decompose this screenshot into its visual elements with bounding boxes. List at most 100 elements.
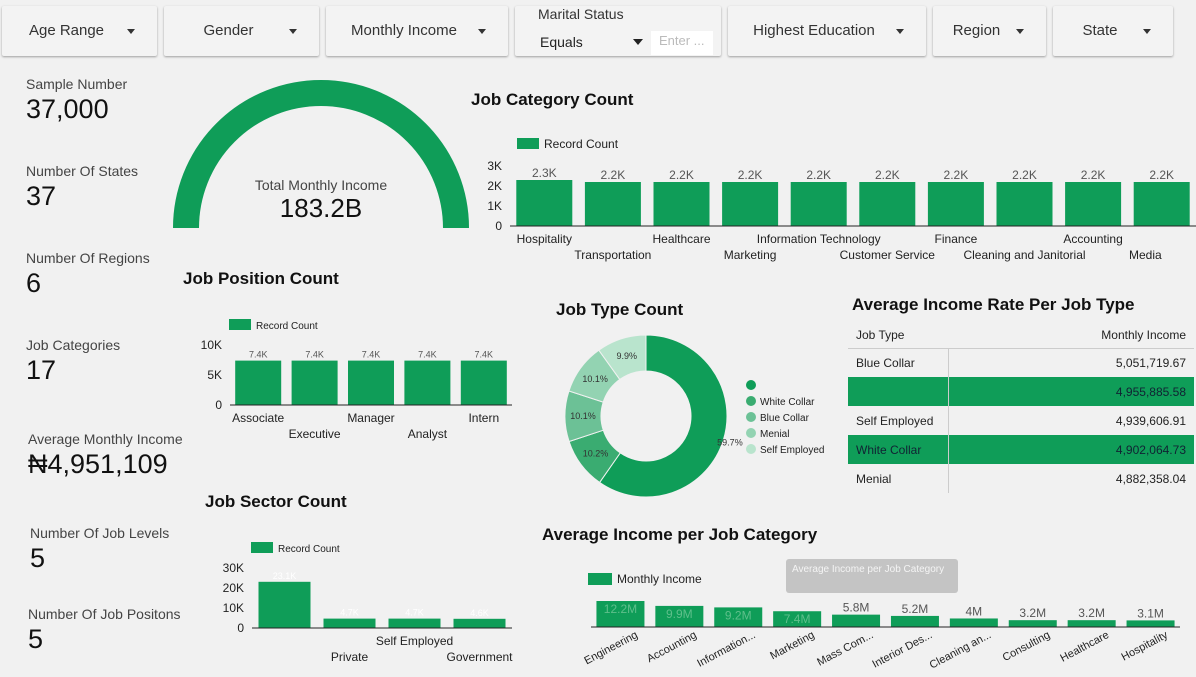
filter-monthly-income[interactable]: Monthly Income — [326, 6, 508, 56]
y-tick-label: 3K — [487, 159, 502, 173]
legend-label: Blue Collar — [760, 413, 810, 424]
kpi-label: Number Of States — [26, 163, 139, 179]
legend-label: Record Count — [544, 137, 619, 151]
kpi-number-of-regions: Number Of Regions 6 — [26, 250, 150, 299]
bar-value-label: 23.1K — [273, 571, 297, 581]
filter-state[interactable]: State — [1053, 6, 1173, 56]
x-tick-label: Private — [331, 650, 369, 664]
legend-label: Record Count — [256, 321, 318, 332]
legend-label: Monthly Income — [617, 572, 702, 586]
legend-label: White Collar — [760, 397, 815, 408]
bar — [235, 360, 282, 405]
filter-age-range[interactable]: Age Range — [2, 6, 157, 56]
x-tick-label: Transportation — [574, 248, 651, 262]
bar — [404, 360, 451, 405]
marital-operator-select[interactable]: Equals — [540, 34, 583, 50]
filter-label: Age Range — [28, 22, 105, 39]
bar-value-label: 4.7K — [405, 608, 424, 618]
y-tick-label: 30K — [223, 561, 244, 575]
total-income-gauge — [173, 80, 469, 229]
bar — [1133, 182, 1190, 226]
cell-job-type: Menial — [848, 464, 949, 493]
filter-highest-education[interactable]: Highest Education — [728, 6, 926, 56]
kpi-label: Number Of Job Positons — [28, 606, 181, 622]
table-row[interactable]: Self Employed 4,939,606.91 — [848, 406, 1194, 435]
filter-label: Highest Education — [753, 22, 875, 39]
filter-label: Monthly Income — [351, 22, 457, 39]
x-tick-label: Government — [446, 650, 513, 664]
kpi-number-of-job-levels: Number Of Job Levels 5 — [30, 525, 169, 574]
gauge-label: Total Monthly Income — [254, 177, 388, 193]
avg-income-category-title: Average Income per Job Category — [542, 525, 818, 544]
header-monthly-income[interactable]: Monthly Income — [1101, 327, 1186, 342]
chevron-down-icon — [1016, 29, 1024, 34]
x-tick-label: Healthcare — [652, 232, 710, 246]
kpi-value: 5 — [30, 543, 46, 573]
cell-job-type — [848, 377, 949, 406]
kpi-value: 37 — [26, 181, 57, 211]
x-tick-label: Interior Des... — [870, 629, 934, 671]
x-tick-label: Hospitality — [517, 232, 572, 246]
bar-value-label: 5.2M — [902, 602, 929, 616]
bar-value-label: 7.4K — [249, 350, 268, 360]
kpi-number-of-job-positions: Number Of Job Positons 5 — [28, 606, 181, 655]
filter-region[interactable]: Region — [933, 6, 1046, 56]
bar — [832, 614, 881, 627]
bar-value-label: 7.4M — [784, 612, 811, 626]
avg-income-category-chart: Monthly Income 12.2M Engineering 9.9M Accoun… — [582, 572, 1180, 672]
cell-job-type: Self Employed — [848, 406, 949, 435]
bar — [1065, 182, 1122, 226]
marital-value-input[interactable]: Enter ... — [651, 31, 713, 55]
x-tick-label: Media — [1129, 248, 1162, 262]
chevron-down-icon — [289, 29, 297, 34]
header-job-type[interactable]: Job Type — [856, 327, 905, 342]
kpi-sample-number: Sample Number 37,000 — [26, 76, 127, 125]
filter-gender[interactable]: Gender — [164, 6, 319, 56]
legend-dot — [746, 444, 756, 454]
table-row[interactable]: White Collar 4,902,064.73 — [848, 435, 1194, 464]
legend-label: Self Employed — [760, 445, 824, 456]
x-tick-label: Manager — [347, 411, 394, 425]
chevron-down-icon — [478, 29, 486, 34]
filter-label: State — [1082, 22, 1118, 39]
legend-label: Menial — [760, 429, 789, 440]
bar-value-label: 2.2K — [1012, 168, 1037, 182]
chevron-down-icon — [896, 29, 904, 34]
bar — [516, 180, 573, 226]
filter-marital-status[interactable]: Marital Status Equals Enter ... — [515, 6, 721, 56]
cell-income: 4,939,606.91 — [1115, 413, 1186, 428]
slice-label: 10.1% — [570, 411, 596, 421]
table-row[interactable]: 4,955,885.58 — [848, 377, 1194, 406]
x-tick-label: Marketing — [768, 629, 816, 662]
bar — [348, 360, 394, 405]
x-tick-label: Marketing — [724, 248, 777, 262]
bar — [996, 182, 1053, 226]
kpi-label: Number Of Job Levels — [30, 525, 170, 541]
x-tick-label: Associate — [232, 411, 284, 425]
kpi-label: Number Of Regions — [26, 250, 150, 266]
x-tick-label: Engineering — [582, 629, 639, 667]
y-tick-label: 0 — [237, 621, 244, 635]
chart-tooltip: Average Income per Job Category — [786, 559, 958, 593]
chevron-down-icon — [633, 39, 643, 45]
job-category-chart: Record Count 0 1K 2K 3K 2.3K Hospitality 2.2K Tr… — [487, 137, 1196, 262]
bar — [859, 182, 916, 226]
y-tick-label: 2K — [487, 179, 502, 193]
filter-label: Region — [952, 22, 1001, 39]
bar — [655, 605, 704, 627]
filter-label: Gender — [203, 22, 254, 39]
kpi-value: ₦4,951,109 — [28, 449, 168, 479]
job-category-title: Job Category Count — [471, 90, 634, 109]
table-row[interactable]: Menial 4,882,358.04 — [848, 464, 1194, 493]
table-row[interactable]: Blue Collar 5,051,719.67 — [848, 348, 1194, 377]
kpi-number-of-states: Number Of States 37 — [26, 163, 138, 212]
bar-value-label: 2.2K — [738, 168, 763, 182]
donut-slice — [598, 334, 728, 498]
x-tick-label: Consulting — [1001, 629, 1053, 664]
bar-value-label: 3.2M — [1078, 606, 1105, 620]
bar — [949, 618, 998, 627]
bar — [596, 601, 645, 627]
bar-value-label: 3.2M — [1019, 606, 1046, 620]
bar — [773, 611, 822, 627]
income-table-title: Average Income Rate Per Job Type — [852, 295, 1135, 314]
